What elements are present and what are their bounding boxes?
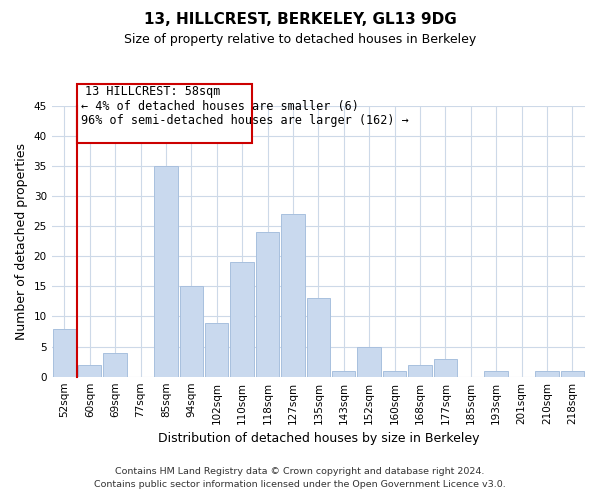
FancyBboxPatch shape [77, 84, 253, 143]
Bar [103, 352, 127, 376]
Y-axis label: Number of detached properties: Number of detached properties [15, 142, 28, 340]
Bar [78, 364, 101, 376]
Text: 13, HILLCREST, BERKELEY, GL13 9DG: 13, HILLCREST, BERKELEY, GL13 9DG [143, 12, 457, 28]
Bar [408, 364, 431, 376]
Bar [358, 346, 381, 376]
Bar [179, 286, 203, 376]
Text: Size of property relative to detached houses in Berkeley: Size of property relative to detached ho… [124, 32, 476, 46]
Bar [154, 166, 178, 376]
Bar [383, 370, 406, 376]
Bar [535, 370, 559, 376]
Bar [484, 370, 508, 376]
Bar [434, 358, 457, 376]
Bar [332, 370, 355, 376]
Bar [560, 370, 584, 376]
Bar [53, 328, 76, 376]
Text: ← 4% of detached houses are smaller (6): ← 4% of detached houses are smaller (6) [82, 100, 359, 112]
Bar [205, 322, 229, 376]
Bar [230, 262, 254, 376]
Bar [256, 232, 279, 376]
Bar [307, 298, 330, 376]
Text: Contains HM Land Registry data © Crown copyright and database right 2024.: Contains HM Land Registry data © Crown c… [115, 467, 485, 476]
X-axis label: Distribution of detached houses by size in Berkeley: Distribution of detached houses by size … [158, 432, 479, 445]
Bar [281, 214, 305, 376]
Text: Contains public sector information licensed under the Open Government Licence v3: Contains public sector information licen… [94, 480, 506, 489]
Text: 13 HILLCREST: 58sqm: 13 HILLCREST: 58sqm [85, 86, 220, 98]
Text: 96% of semi-detached houses are larger (162) →: 96% of semi-detached houses are larger (… [82, 114, 409, 126]
